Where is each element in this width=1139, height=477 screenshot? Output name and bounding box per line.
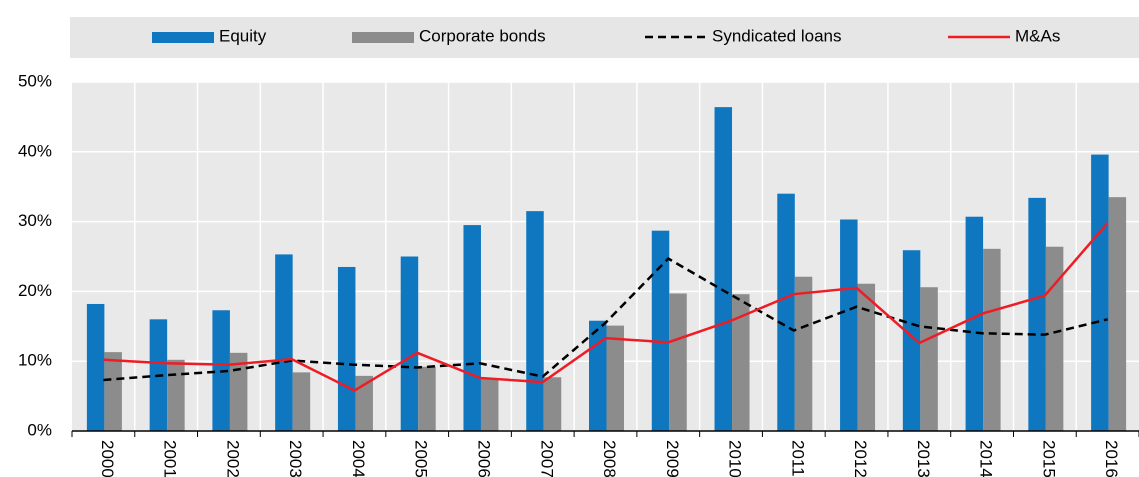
bar [1108,197,1127,431]
y-tick-label: 40% [18,141,52,160]
legend-swatch [352,32,414,43]
line-series [103,257,1108,382]
bar [229,352,248,431]
x-tick-label: 2008 [600,440,619,477]
x-tick-label: 2011 [788,440,807,477]
bar [463,225,481,431]
y-tick-label: 20% [18,281,52,300]
bar [1091,154,1109,432]
legend-swatch [152,32,214,43]
x-tick-label: 2013 [914,440,933,477]
x-tick-label: 2015 [1039,440,1058,477]
bar [857,283,876,431]
bar [965,216,984,431]
bar [920,287,938,431]
bar [714,107,733,432]
bar [337,266,356,431]
bar [526,211,544,431]
x-tick-label: 2001 [161,440,180,477]
bar [732,294,750,431]
bar [651,230,670,431]
y-tick-label: 30% [18,211,52,230]
x-tick-label: 2004 [349,440,368,477]
bar [669,293,687,431]
bar [355,375,373,431]
bar [86,303,105,431]
bar [902,250,921,431]
bar [480,378,499,431]
bar [1045,246,1064,431]
bar [983,248,1001,431]
bar [777,193,795,431]
bar [104,352,122,431]
x-tick-label: 2014 [977,440,996,477]
bar [1028,197,1046,431]
x-tick-label: 2002 [223,440,242,477]
bar [543,377,562,431]
legend-label: Corporate bonds [419,26,546,45]
y-tick-label: 0% [27,420,52,439]
bar [400,256,419,431]
bar [840,219,858,431]
y-tick-label: 10% [18,351,52,370]
x-tick-label: 2003 [286,440,305,477]
legend-label: Equity [219,26,267,45]
x-tick-label: 2005 [412,440,431,477]
bar [589,320,607,431]
bar [606,325,624,431]
line-series [103,222,1109,392]
y-tick-label: 50% [18,71,52,90]
x-tick-label: 2016 [1102,440,1121,477]
bar [275,254,293,431]
x-tick-label: 2012 [851,440,870,477]
x-tick-label: 2006 [474,440,493,477]
legend-label: M&As [1015,26,1060,45]
x-tick-label: 2007 [537,440,556,477]
bar [292,372,311,431]
bar [794,276,813,431]
legend-label: Syndicated loans [712,26,841,45]
bar [418,366,436,431]
bar [167,359,185,431]
x-tick-label: 2010 [726,440,745,477]
x-tick-label: 2000 [98,440,117,477]
x-tick-label: 2009 [663,440,682,477]
